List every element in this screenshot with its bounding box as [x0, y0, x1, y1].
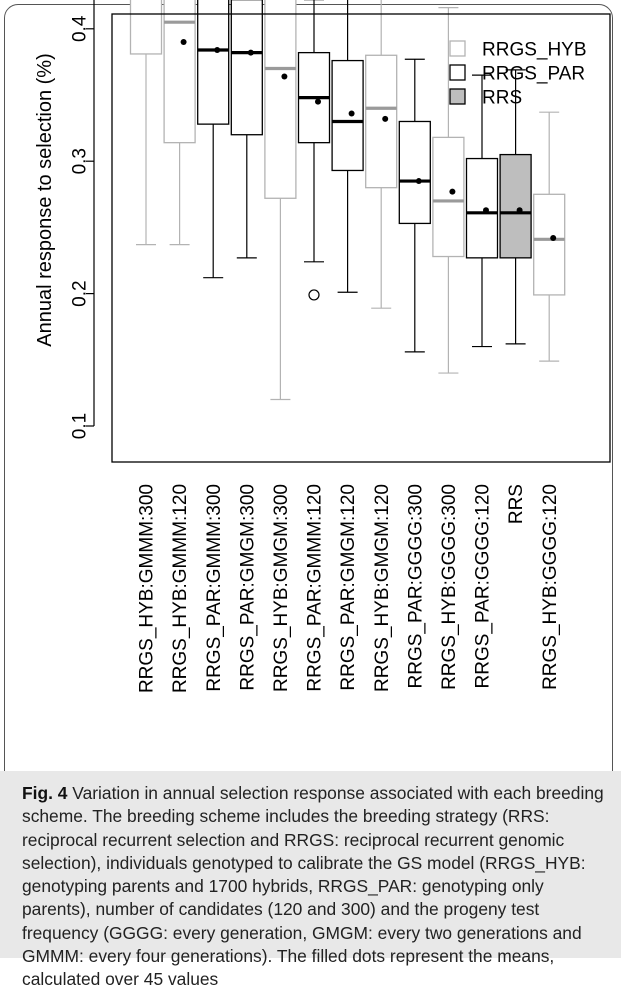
- y-tick-label: 0.2: [70, 280, 91, 306]
- x-tick-label: RRGS_HYB:GGGG:120: [540, 484, 561, 690]
- box-iqr: [499, 153, 532, 259]
- box-iqr: [264, 0, 297, 199]
- box-plot-chart: 0.10.20.30.40.50.60.7 RRGS_HYB:GMMM:300R…: [34, 0, 611, 693]
- legend-swatch: [449, 64, 466, 81]
- x-tick-label: RRGS_PAR:GMMM:120: [305, 484, 326, 692]
- box-iqr: [230, 0, 263, 136]
- mean-dot: [382, 115, 389, 122]
- y-axis-label: Annual response to selection (%): [34, 53, 56, 347]
- mean-dot: [315, 98, 321, 105]
- x-tick-label: RRGS_HYB:GMMM:300: [137, 484, 158, 693]
- x-tick-label: RRGS_HYB:GMMM:120: [170, 484, 191, 693]
- plot-area-frame: [111, 13, 611, 463]
- box-iqr: [465, 157, 499, 259]
- legend-swatch: [449, 40, 466, 57]
- box-iqr: [365, 54, 398, 189]
- mean-dot: [483, 207, 489, 214]
- caption-text: Variation in annual selection response a…: [22, 783, 604, 990]
- y-tick-label: 0.1: [70, 413, 91, 439]
- outlier-point: [308, 289, 320, 301]
- x-tick-label: RRGS_PAR:GMMM:300: [204, 484, 225, 692]
- x-tick-label: RRGS_HYB:GMGM:120: [372, 484, 393, 692]
- mean-dot: [180, 39, 187, 46]
- figure-caption: Fig. 4 Variation in annual selection res…: [0, 771, 621, 989]
- mean-dot: [247, 49, 254, 56]
- mean-dot: [516, 207, 523, 214]
- mean-dot: [348, 110, 355, 117]
- caption-label: Fig. 4: [22, 783, 68, 803]
- x-tick-label: RRGS_PAR:GMGM:120: [338, 484, 359, 691]
- legend-swatch: [449, 88, 466, 105]
- y-tick-label: 0.3: [70, 148, 91, 174]
- box-iqr: [129, 0, 163, 55]
- y-tick-label: 0.4: [70, 15, 91, 42]
- mean-dot: [550, 234, 557, 241]
- box-iqr: [432, 136, 465, 258]
- mean-dot: [449, 188, 456, 195]
- x-tick-label: RRGS_PAR:GGGG:300: [405, 484, 426, 689]
- mean-dot: [214, 46, 221, 53]
- legend-entry: RRGS_PAR: [482, 64, 585, 85]
- legend-entry: RRS: [482, 88, 522, 109]
- box-iqr: [398, 120, 431, 225]
- box-iqr: [331, 59, 364, 172]
- box-iqr: [197, 0, 230, 125]
- x-tick-label: RRS: [506, 484, 527, 524]
- mean-dot: [281, 73, 288, 80]
- x-tick-label: RRGS_PAR:GMGM:300: [237, 484, 258, 691]
- x-tick-label: RRGS_HYB:GGGG:300: [439, 484, 460, 690]
- mean-dot: [415, 178, 422, 185]
- x-tick-label: RRGS_PAR:GGGG:120: [473, 484, 494, 689]
- x-tick-label: RRGS_HYB:GMGM:300: [271, 484, 292, 692]
- box-iqr: [533, 193, 566, 296]
- legend-entry: RRGS_HYB: [482, 40, 587, 61]
